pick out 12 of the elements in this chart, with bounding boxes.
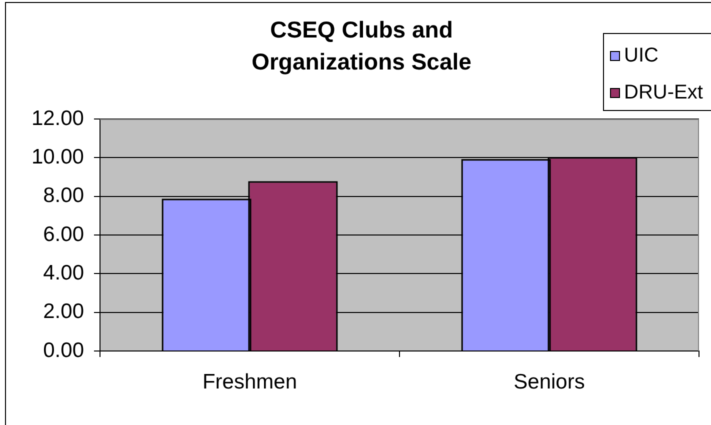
chart-title: CSEQ Clubs and Organizations Scale bbox=[252, 16, 472, 74]
y-tick-label: 4.00 bbox=[43, 261, 84, 284]
y-tick-label: 2.00 bbox=[43, 300, 84, 324]
y-tick-label: 8.00 bbox=[43, 184, 84, 208]
x-tick-label: Freshmen bbox=[202, 370, 298, 394]
y-tick-label: 6.00 bbox=[43, 222, 84, 246]
y-tick-label: 12.00 bbox=[31, 106, 84, 130]
y-tick-label: 0.00 bbox=[43, 338, 84, 362]
legend-label: DRU-Ext bbox=[624, 82, 704, 104]
y-tick-label: 10.00 bbox=[31, 145, 84, 168]
legend-label: UIC bbox=[624, 44, 658, 67]
x-tick-label: Seniors bbox=[514, 370, 585, 394]
